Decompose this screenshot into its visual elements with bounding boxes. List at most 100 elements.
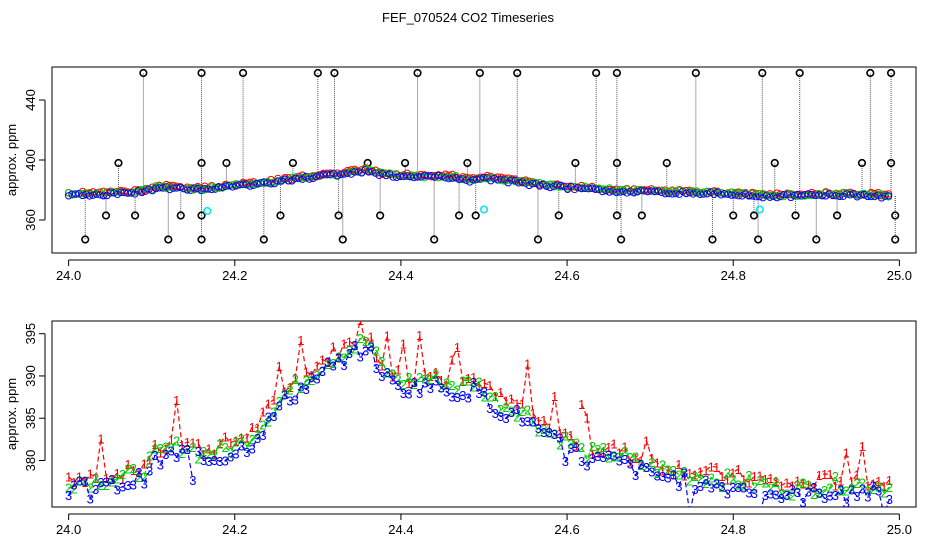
series-marker-2: 2 — [119, 467, 126, 482]
data-point — [553, 181, 561, 189]
series-marker-2: 2 — [502, 400, 509, 415]
x-tick-label: 24.2 — [222, 522, 247, 537]
spike-point — [812, 235, 821, 244]
series-marker-1: 1 — [243, 431, 250, 446]
series-marker-3: 3 — [610, 449, 617, 464]
series-marker-3: 3 — [745, 486, 752, 501]
series-marker-2: 2 — [670, 463, 677, 478]
data-point — [420, 172, 429, 180]
series-marker-2: 2 — [729, 471, 736, 486]
spike-point — [729, 211, 738, 220]
data-point — [843, 190, 851, 198]
series-marker-1: 1 — [87, 467, 94, 482]
data-point — [337, 170, 345, 179]
figure-title: FEF_070524 CO2 Timeseries — [382, 10, 554, 25]
x-tick-label: 24.4 — [388, 268, 413, 283]
series-marker-3: 3 — [351, 338, 358, 353]
series-marker-3: 3 — [540, 425, 547, 440]
series-marker-1: 1 — [648, 451, 655, 466]
data-point — [469, 175, 478, 184]
data-point — [194, 184, 202, 193]
series-marker-3: 3 — [259, 428, 266, 443]
series-marker-3: 3 — [103, 475, 110, 490]
series-marker-2: 2 — [114, 472, 121, 487]
series-marker-3: 3 — [675, 479, 682, 494]
spike-point — [454, 211, 464, 220]
series-marker-3: 3 — [297, 379, 304, 394]
data-point — [148, 183, 157, 191]
data-point — [497, 175, 505, 184]
series-marker-2: 2 — [524, 403, 531, 418]
data-point — [811, 191, 820, 199]
series-marker-3: 3 — [222, 453, 229, 468]
data-point — [396, 172, 404, 181]
data-point — [239, 180, 247, 189]
series-marker-1: 1 — [157, 446, 164, 461]
data-point — [588, 184, 596, 193]
spike-point — [81, 235, 90, 244]
series-marker-2: 2 — [497, 402, 504, 417]
data-point — [260, 178, 268, 186]
series-marker-3: 3 — [216, 454, 223, 469]
data-point — [797, 192, 806, 200]
data-point — [692, 189, 701, 197]
series-marker-1: 1 — [465, 371, 472, 386]
series-marker-2: 2 — [610, 449, 617, 464]
series-marker-1: 1 — [416, 328, 423, 343]
series-marker-3: 3 — [594, 449, 601, 464]
series-marker-1: 1 — [162, 441, 169, 456]
data-point — [794, 190, 802, 199]
spike-point — [708, 235, 717, 244]
series-marker-3: 3 — [794, 485, 801, 500]
data-point — [884, 190, 893, 198]
series-marker-1: 1 — [864, 478, 871, 493]
data-point — [368, 167, 376, 176]
data-point — [103, 188, 111, 196]
data-point — [326, 170, 335, 179]
series-marker-3: 3 — [308, 370, 315, 385]
series-marker-2: 2 — [319, 364, 326, 379]
series-marker-1: 1 — [794, 473, 801, 488]
series-marker-2: 2 — [805, 478, 812, 493]
series-marker-2: 2 — [205, 447, 212, 462]
series-marker-3: 3 — [130, 477, 137, 492]
series-marker-3: 3 — [821, 491, 828, 506]
spike-point — [662, 158, 671, 168]
series-marker-3: 3 — [454, 390, 461, 405]
plot-frame — [51, 66, 917, 254]
y-tick-label: 380 — [23, 450, 38, 472]
data-point — [682, 186, 690, 195]
series-marker-2: 2 — [535, 424, 542, 439]
data-point — [480, 173, 488, 182]
data-point — [180, 184, 188, 193]
series-marker-2: 2 — [130, 461, 137, 476]
series-marker-3: 3 — [254, 431, 261, 446]
series-marker-1: 1 — [265, 397, 272, 412]
series-marker-1: 1 — [405, 376, 412, 391]
series-marker-2: 2 — [702, 476, 709, 491]
series-marker-2: 2 — [632, 450, 639, 465]
series-marker-1: 1 — [292, 371, 299, 386]
series-marker-3: 3 — [497, 409, 504, 424]
x-tick-label: 24.2 — [222, 268, 247, 283]
series-marker-1: 1 — [594, 446, 601, 461]
series-marker-3: 3 — [362, 343, 369, 358]
series-marker-3: 3 — [384, 365, 391, 380]
series-marker-1: 1 — [313, 358, 320, 373]
data-point — [689, 187, 697, 195]
series-marker-3: 3 — [448, 389, 455, 404]
series-marker-2: 2 — [270, 405, 277, 420]
series-marker-2: 2 — [735, 478, 742, 493]
series-marker-2: 2 — [373, 344, 380, 359]
series-marker-3: 3 — [848, 483, 855, 498]
series-marker-1: 1 — [168, 433, 175, 448]
series-marker-2: 2 — [249, 432, 256, 447]
series-marker-3: 3 — [65, 488, 72, 503]
data-point — [570, 182, 579, 191]
series-marker-1: 1 — [470, 370, 477, 385]
spike-point — [376, 211, 385, 220]
data-point — [120, 188, 129, 197]
series-marker-3: 3 — [864, 489, 871, 504]
series-marker-3: 3 — [211, 453, 218, 468]
